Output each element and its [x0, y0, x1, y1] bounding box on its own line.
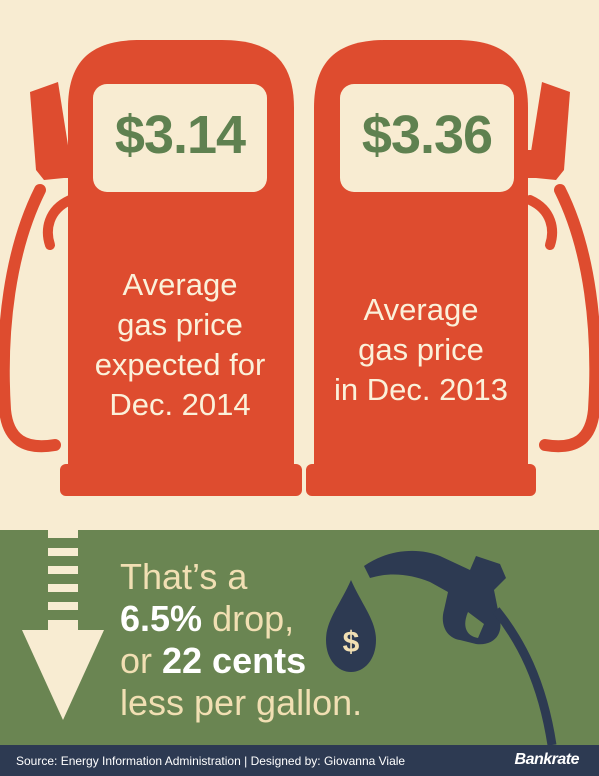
source-credit: Source: Energy Information Administratio… [16, 754, 406, 768]
gas-pump-icon [60, 40, 302, 496]
caption-line: Average [122, 267, 238, 302]
cents-drop: 22 cents [162, 640, 307, 681]
pump-price-dec-2013: $3.36 [361, 105, 493, 165]
caption-line: Dec. 2014 [109, 387, 251, 422]
summary-line-2-rest: drop, [202, 598, 295, 639]
pump-price-dec-2014: $3.14 [114, 105, 246, 165]
nozzle-holder-right-icon [524, 82, 570, 180]
gas-nozzle-icon [364, 550, 557, 746]
caption-line: Average [363, 292, 479, 327]
caption-line: gas price [117, 307, 243, 342]
brand-logo: Bankrate [514, 751, 580, 768]
summary-line-4: less per gallon. [120, 682, 363, 723]
pump-caption-dec-2013: Average gas price in Dec. 2013 [316, 290, 526, 410]
pump-hose-right-icon [525, 184, 599, 453]
down-arrow-icon [22, 530, 104, 720]
caption-line: expected for [94, 347, 266, 382]
caption-line: in Dec. 2013 [333, 372, 509, 407]
dollar-drop-icon: $ [326, 580, 376, 672]
footer: Source: Energy Information Administratio… [0, 745, 599, 776]
summary-text: That’s a 6.5% drop, or 22 cents less per… [120, 556, 380, 724]
summary-line-2: 6.5% drop, [120, 598, 380, 640]
pump-hose-left-icon [0, 184, 75, 453]
dollar-sign-text: $ [343, 626, 360, 659]
gas-pump-icon [306, 40, 536, 496]
summary-line-1: That’s a [120, 556, 248, 597]
caption-line: gas price [358, 332, 484, 367]
summary-line-3: or 22 cents [120, 640, 380, 682]
summary-line-3-pre: or [120, 640, 163, 681]
percent-drop: 6.5% [120, 598, 203, 639]
pump-caption-dec-2014: Average gas price expected for Dec. 2014 [70, 265, 290, 425]
